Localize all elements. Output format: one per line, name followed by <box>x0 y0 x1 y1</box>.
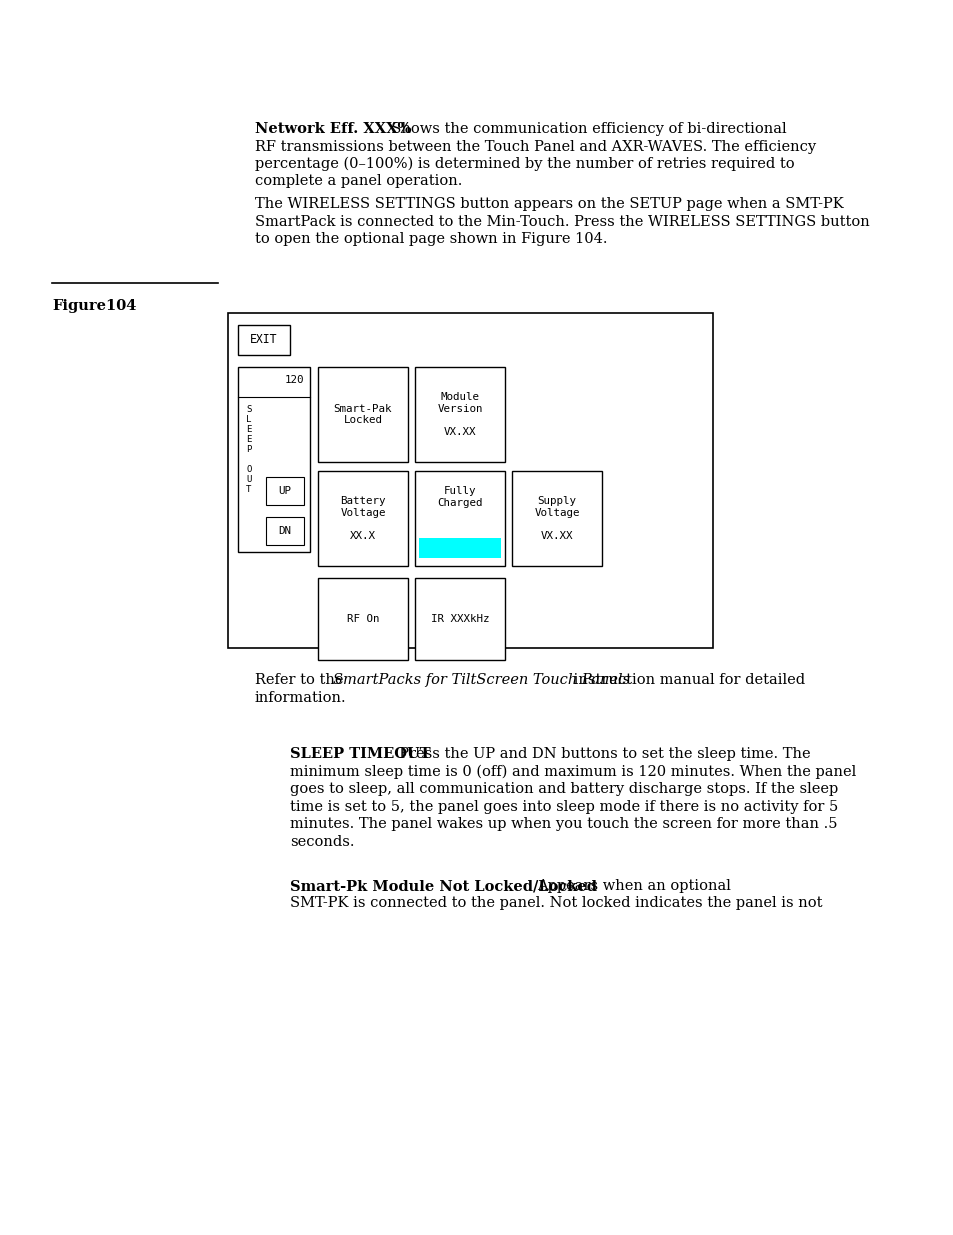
Text: seconds.: seconds. <box>290 835 355 848</box>
Text: percentage (0–100%) is determined by the number of retries required to: percentage (0–100%) is determined by the… <box>254 157 794 172</box>
Bar <box>237 367 310 552</box>
Text: goes to sleep, all communication and battery discharge stops. If the sleep: goes to sleep, all communication and bat… <box>290 782 838 797</box>
Text: DN: DN <box>278 526 292 536</box>
Text: EXIT: EXIT <box>250 333 277 347</box>
Text: Battery
Voltage

XX.X: Battery Voltage XX.X <box>340 496 385 541</box>
Text: S
L
E
E
P
 
O
U
T: S L E E P O U T <box>246 405 252 494</box>
Bar <box>228 312 712 648</box>
Bar <box>415 471 504 566</box>
Text: instruction manual for detailed: instruction manual for detailed <box>568 673 804 687</box>
Text: to open the optional page shown in Figure 104.: to open the optional page shown in Figur… <box>254 232 607 246</box>
Text: Smart-Pak
Locked: Smart-Pak Locked <box>334 404 392 425</box>
Text: Shows the communication efficiency of bi-directional: Shows the communication efficiency of bi… <box>381 122 785 136</box>
Text: RF On: RF On <box>346 614 379 624</box>
Text: IR XXXkHz: IR XXXkHz <box>431 614 489 624</box>
Text: Appears when an optional: Appears when an optional <box>537 879 731 893</box>
Bar <box>317 578 408 659</box>
Text: minutes. The panel wakes up when you touch the screen for more than .5: minutes. The panel wakes up when you tou… <box>290 818 837 831</box>
Bar <box>512 471 601 566</box>
Bar <box>317 471 408 566</box>
Text: minimum sleep time is 0 (off) and maximum is 120 minutes. When the panel: minimum sleep time is 0 (off) and maximu… <box>290 764 856 779</box>
Text: Network Eff. XXX%: Network Eff. XXX% <box>254 122 411 136</box>
Text: Figure104: Figure104 <box>52 299 136 312</box>
Text: Fully
Charged: Fully Charged <box>436 487 482 508</box>
Bar <box>317 367 408 462</box>
Text: The WIRELESS SETTINGS button appears on the SETUP page when a SMT-PK: The WIRELESS SETTINGS button appears on … <box>254 198 842 211</box>
Text: RF transmissions between the Touch Panel and AXR-WAVES. The efficiency: RF transmissions between the Touch Panel… <box>254 140 815 153</box>
Text: Press the UP and DN buttons to set the sleep time. The: Press the UP and DN buttons to set the s… <box>390 747 810 761</box>
Text: Supply
Voltage

VX.XX: Supply Voltage VX.XX <box>534 496 579 541</box>
Bar <box>415 367 504 462</box>
Bar <box>418 538 500 558</box>
Bar <box>266 517 304 545</box>
Text: SMT-PK is connected to the panel. Not locked indicates the panel is not: SMT-PK is connected to the panel. Not lo… <box>290 897 821 910</box>
Text: SmartPacks for TiltScreen Touch Panels: SmartPacks for TiltScreen Touch Panels <box>333 673 629 687</box>
Text: complete a panel operation.: complete a panel operation. <box>254 174 462 189</box>
Text: information.: information. <box>254 690 346 704</box>
Text: UP: UP <box>278 487 292 496</box>
Text: time is set to 5, the panel goes into sleep mode if there is no activity for 5: time is set to 5, the panel goes into sl… <box>290 799 838 814</box>
Bar <box>237 325 290 354</box>
Text: Module
Version

VX.XX: Module Version VX.XX <box>436 391 482 437</box>
Bar <box>415 578 504 659</box>
Text: 120: 120 <box>284 375 304 385</box>
Text: Refer to the: Refer to the <box>254 673 348 687</box>
Bar <box>266 477 304 505</box>
Text: Smart-Pk Module Not Locked/Locked: Smart-Pk Module Not Locked/Locked <box>290 879 597 893</box>
Text: SmartPack is connected to the Min-Touch. Press the WIRELESS SETTINGS button: SmartPack is connected to the Min-Touch.… <box>254 215 869 228</box>
Text: SLEEP TIMEOUT: SLEEP TIMEOUT <box>290 747 430 761</box>
